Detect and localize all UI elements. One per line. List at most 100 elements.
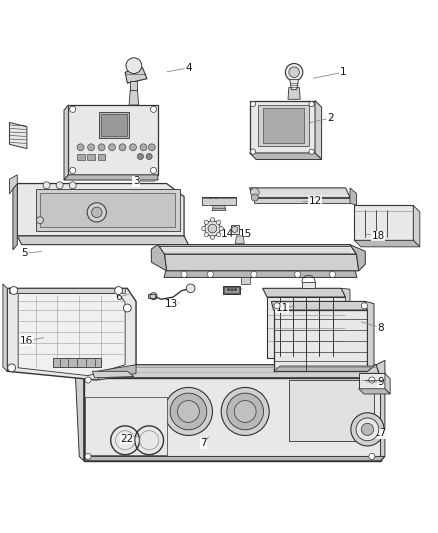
Polygon shape bbox=[85, 398, 166, 455]
Text: 12: 12 bbox=[308, 196, 321, 206]
Circle shape bbox=[70, 106, 76, 112]
Circle shape bbox=[186, 284, 195, 293]
Polygon shape bbox=[64, 175, 158, 180]
Text: 11: 11 bbox=[276, 303, 289, 313]
Text: 15: 15 bbox=[239, 229, 252, 239]
Polygon shape bbox=[274, 366, 374, 372]
Circle shape bbox=[227, 288, 230, 291]
Circle shape bbox=[234, 288, 237, 291]
Circle shape bbox=[87, 203, 106, 222]
Circle shape bbox=[92, 207, 102, 217]
Polygon shape bbox=[365, 302, 374, 372]
Polygon shape bbox=[68, 105, 158, 175]
Polygon shape bbox=[129, 89, 139, 105]
Polygon shape bbox=[10, 123, 27, 149]
Polygon shape bbox=[254, 198, 350, 203]
Polygon shape bbox=[64, 105, 68, 180]
Polygon shape bbox=[224, 287, 239, 293]
Polygon shape bbox=[10, 175, 17, 194]
Polygon shape bbox=[98, 154, 106, 159]
Text: 18: 18 bbox=[372, 231, 385, 241]
Polygon shape bbox=[263, 108, 304, 143]
Circle shape bbox=[150, 106, 156, 112]
Polygon shape bbox=[35, 189, 180, 231]
Polygon shape bbox=[290, 79, 298, 90]
Polygon shape bbox=[267, 297, 346, 358]
Polygon shape bbox=[359, 389, 390, 394]
Polygon shape bbox=[164, 271, 357, 277]
Polygon shape bbox=[250, 188, 350, 198]
Circle shape bbox=[205, 221, 220, 236]
Circle shape bbox=[351, 413, 384, 446]
Polygon shape bbox=[350, 188, 357, 205]
Polygon shape bbox=[258, 105, 308, 147]
Text: 14: 14 bbox=[221, 229, 234, 239]
Polygon shape bbox=[18, 294, 125, 376]
Polygon shape bbox=[354, 205, 413, 240]
Text: 16: 16 bbox=[20, 336, 34, 346]
Circle shape bbox=[85, 454, 91, 459]
Circle shape bbox=[289, 67, 299, 77]
Text: 8: 8 bbox=[377, 322, 384, 333]
Polygon shape bbox=[158, 245, 357, 254]
Polygon shape bbox=[376, 360, 385, 461]
Polygon shape bbox=[75, 365, 84, 461]
Text: 3: 3 bbox=[133, 176, 139, 187]
Polygon shape bbox=[341, 288, 350, 358]
Circle shape bbox=[227, 393, 264, 430]
Polygon shape bbox=[17, 183, 184, 236]
Polygon shape bbox=[250, 153, 321, 159]
Circle shape bbox=[251, 271, 257, 277]
Polygon shape bbox=[7, 288, 136, 380]
Circle shape bbox=[119, 144, 126, 151]
Circle shape bbox=[177, 400, 199, 422]
Polygon shape bbox=[288, 87, 300, 99]
Polygon shape bbox=[164, 254, 359, 271]
Circle shape bbox=[356, 418, 379, 441]
Polygon shape bbox=[359, 374, 385, 389]
Text: 13: 13 bbox=[164, 298, 177, 309]
Polygon shape bbox=[250, 101, 315, 153]
Circle shape bbox=[140, 144, 147, 151]
Polygon shape bbox=[212, 205, 226, 211]
Text: 4: 4 bbox=[185, 63, 192, 73]
Polygon shape bbox=[289, 380, 374, 441]
Polygon shape bbox=[53, 358, 101, 367]
Circle shape bbox=[70, 167, 76, 174]
Text: 1: 1 bbox=[340, 67, 347, 77]
Polygon shape bbox=[302, 282, 315, 288]
Polygon shape bbox=[272, 302, 367, 310]
Polygon shape bbox=[92, 372, 134, 378]
Circle shape bbox=[56, 182, 63, 189]
Circle shape bbox=[329, 271, 336, 277]
Polygon shape bbox=[40, 193, 175, 227]
Circle shape bbox=[201, 227, 206, 231]
Circle shape bbox=[286, 63, 303, 81]
Text: 22: 22 bbox=[121, 434, 134, 444]
Circle shape bbox=[207, 271, 213, 277]
Polygon shape bbox=[125, 68, 147, 83]
Circle shape bbox=[148, 144, 155, 151]
Circle shape bbox=[85, 377, 91, 383]
Circle shape bbox=[251, 194, 258, 201]
Circle shape bbox=[109, 144, 116, 151]
Polygon shape bbox=[241, 277, 250, 284]
Polygon shape bbox=[13, 183, 17, 250]
Polygon shape bbox=[79, 365, 381, 378]
Circle shape bbox=[204, 232, 208, 237]
Polygon shape bbox=[350, 245, 365, 271]
Text: 2: 2 bbox=[327, 113, 334, 123]
Circle shape bbox=[88, 144, 95, 151]
Circle shape bbox=[146, 154, 152, 159]
Circle shape bbox=[294, 271, 300, 277]
Circle shape bbox=[232, 227, 238, 232]
Circle shape bbox=[130, 144, 137, 151]
Circle shape bbox=[138, 154, 144, 159]
Circle shape bbox=[251, 101, 256, 107]
Circle shape bbox=[124, 304, 131, 312]
Circle shape bbox=[204, 220, 208, 224]
Polygon shape bbox=[413, 205, 420, 247]
Polygon shape bbox=[263, 288, 346, 297]
Text: 9: 9 bbox=[377, 377, 384, 387]
Polygon shape bbox=[97, 365, 136, 380]
